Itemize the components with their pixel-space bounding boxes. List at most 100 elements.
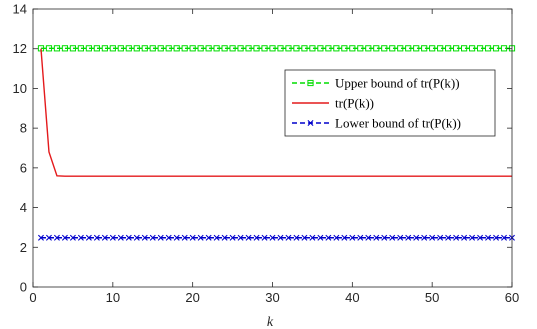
data-point — [461, 234, 468, 241]
x-tick-label: 10 — [106, 290, 120, 305]
data-point — [53, 45, 61, 52]
data-point — [149, 45, 156, 52]
data-point — [69, 234, 76, 241]
data-point — [301, 234, 308, 241]
data-point — [157, 234, 164, 241]
data-point — [493, 234, 500, 241]
data-point — [205, 234, 212, 241]
data-point — [317, 234, 324, 241]
data-point — [476, 45, 484, 52]
data-point — [205, 45, 212, 52]
data-point — [37, 234, 44, 241]
series-1 — [37, 45, 516, 52]
data-point — [189, 234, 196, 241]
data-point — [397, 45, 404, 52]
series-3 — [37, 234, 515, 241]
data-point — [429, 234, 436, 241]
data-point — [213, 234, 220, 241]
y-tick-label: 2 — [20, 240, 27, 255]
data-point — [221, 234, 228, 241]
data-point — [197, 234, 204, 241]
data-point — [181, 45, 188, 52]
series-line — [40, 48, 512, 177]
data-point — [101, 45, 108, 52]
data-point — [165, 234, 172, 241]
data-point — [77, 234, 84, 241]
data-point — [317, 45, 324, 52]
data-point — [117, 234, 124, 241]
y-tick-label: 8 — [20, 121, 27, 136]
data-point — [245, 45, 252, 52]
data-point — [501, 234, 508, 241]
y-tick-label: 6 — [20, 160, 27, 175]
data-point — [461, 45, 468, 52]
data-point — [373, 234, 380, 241]
data-point — [325, 234, 332, 241]
legend-entry-2: tr(P(k)) — [292, 96, 374, 111]
data-point — [405, 234, 412, 241]
data-point — [221, 45, 228, 52]
data-point — [61, 45, 69, 52]
legend: Upper bound of tr(P(k)) tr(P(k)) Lower bou… — [284, 69, 496, 137]
data-point — [173, 234, 180, 241]
data-point — [341, 234, 348, 241]
data-point — [277, 45, 284, 52]
data-point — [157, 45, 164, 52]
data-point — [413, 45, 420, 52]
y-tick-label: 12 — [13, 41, 27, 56]
data-point — [181, 234, 188, 241]
data-point — [357, 45, 364, 52]
data-point — [341, 45, 348, 52]
data-point — [109, 234, 116, 241]
data-point — [85, 45, 92, 52]
data-point — [468, 45, 476, 52]
data-point — [421, 234, 428, 241]
data-point — [333, 45, 340, 52]
data-point — [429, 45, 436, 52]
data-point — [405, 45, 412, 52]
data-point — [93, 45, 100, 52]
data-point — [437, 234, 444, 241]
data-point — [213, 45, 220, 52]
data-point — [189, 45, 196, 52]
x-tick-label: 30 — [265, 290, 279, 305]
series-2 — [40, 48, 512, 177]
data-point — [421, 45, 428, 52]
x-axis-title: k — [267, 315, 274, 329]
data-point — [477, 234, 484, 241]
data-point — [333, 234, 340, 241]
data-point — [77, 45, 85, 52]
y-tick-label: 10 — [13, 81, 27, 96]
data-point — [125, 234, 132, 241]
series-layer — [37, 45, 516, 241]
data-point — [365, 45, 372, 52]
x-tick-label: 60 — [505, 290, 519, 305]
data-point — [285, 45, 292, 52]
data-point — [357, 234, 364, 241]
data-point — [301, 45, 308, 52]
data-point — [45, 45, 53, 52]
x-tick-label: 0 — [29, 290, 36, 305]
legend-entry-3: Lower bound of tr(P(k)) — [292, 116, 461, 131]
data-point — [492, 45, 500, 52]
data-point — [165, 45, 172, 52]
data-point — [53, 234, 60, 241]
data-point — [261, 45, 268, 52]
data-point — [149, 234, 156, 241]
data-point — [269, 45, 276, 52]
y-tick-label: 0 — [20, 280, 27, 295]
data-point — [397, 234, 404, 241]
x-tick-label: 50 — [425, 290, 439, 305]
data-point — [253, 45, 260, 52]
data-point — [309, 234, 316, 241]
data-point — [389, 234, 396, 241]
data-point — [93, 234, 100, 241]
legend-marker-swatch — [307, 120, 314, 126]
x-tick-label: 20 — [185, 290, 199, 305]
data-point — [197, 45, 204, 52]
data-point — [293, 45, 300, 52]
legend-label: tr(P(k)) — [335, 96, 374, 111]
data-point — [325, 45, 332, 52]
data-point — [445, 234, 452, 241]
x-tick-label: 40 — [345, 290, 359, 305]
